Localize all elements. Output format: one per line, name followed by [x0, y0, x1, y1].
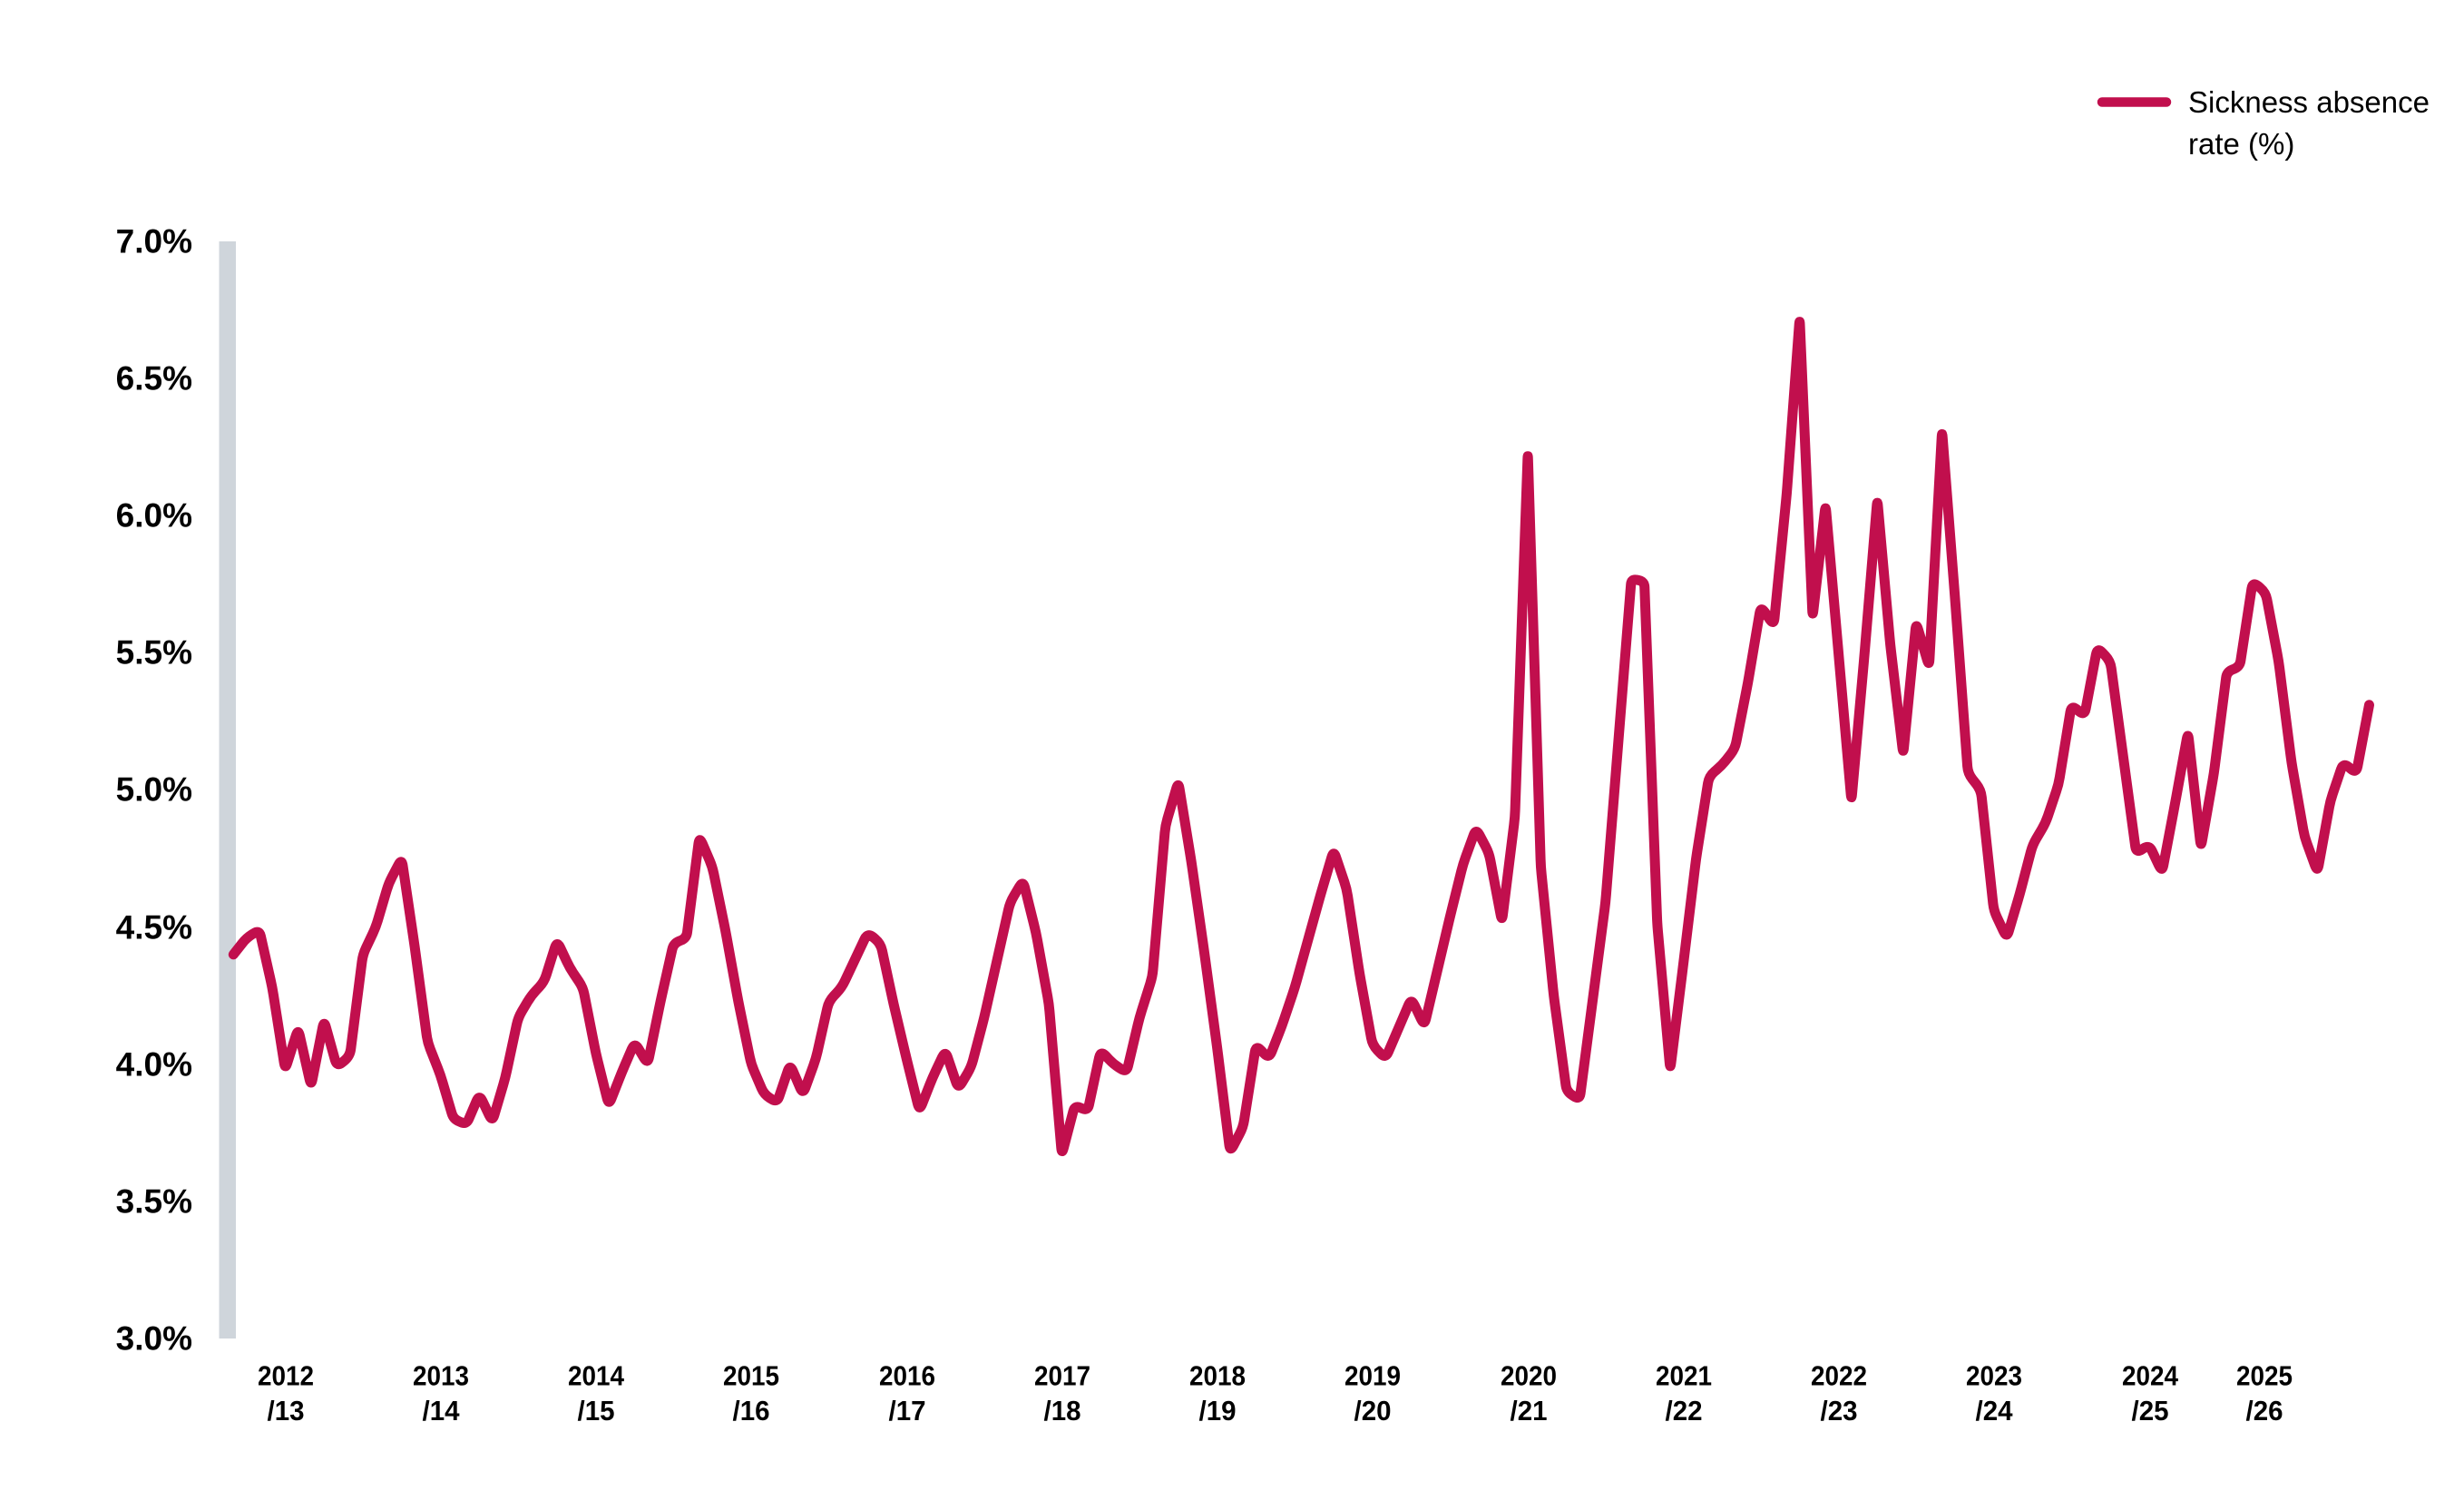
svg-text:/23: /23	[1821, 1395, 1858, 1427]
svg-text:Sickness absence: Sickness absence	[2188, 85, 2430, 119]
svg-text:2017: 2017	[1034, 1360, 1090, 1392]
svg-text:2014: 2014	[568, 1360, 625, 1392]
svg-text:2023: 2023	[1966, 1360, 2022, 1392]
svg-text:/21: /21	[1511, 1395, 1548, 1427]
svg-text:/26: /26	[2246, 1395, 2283, 1427]
svg-text:2024: 2024	[2122, 1360, 2179, 1392]
svg-text:6.5%: 6.5%	[116, 360, 192, 397]
svg-text:/20: /20	[1354, 1395, 1392, 1427]
svg-text:/13: /13	[268, 1395, 305, 1427]
svg-text:/14: /14	[423, 1395, 461, 1427]
svg-text:/19: /19	[1199, 1395, 1237, 1427]
svg-text:2013: 2013	[413, 1360, 469, 1392]
svg-text:2021: 2021	[1656, 1360, 1712, 1392]
svg-text:2022: 2022	[1811, 1360, 1867, 1392]
svg-text:2012: 2012	[258, 1360, 314, 1392]
svg-text:2018: 2018	[1189, 1360, 1246, 1392]
svg-text:/15: /15	[578, 1395, 615, 1427]
svg-text:2020: 2020	[1501, 1360, 1557, 1392]
svg-text:6.0%: 6.0%	[116, 497, 192, 534]
svg-text:/25: /25	[2132, 1395, 2169, 1427]
svg-text:2016: 2016	[879, 1360, 935, 1392]
svg-text:5.0%: 5.0%	[116, 771, 192, 809]
svg-text:2025: 2025	[2236, 1360, 2293, 1392]
svg-text:4.5%: 4.5%	[116, 909, 192, 946]
svg-text:5.5%: 5.5%	[116, 634, 192, 672]
svg-text:4.0%: 4.0%	[116, 1046, 192, 1083]
svg-text:/18: /18	[1044, 1395, 1081, 1427]
svg-text:2019: 2019	[1344, 1360, 1401, 1392]
svg-text:2015: 2015	[723, 1360, 779, 1392]
svg-text:3.5%: 3.5%	[116, 1183, 192, 1221]
svg-text:rate (%): rate (%)	[2188, 127, 2294, 161]
svg-text:/17: /17	[889, 1395, 926, 1427]
svg-text:/16: /16	[733, 1395, 770, 1427]
svg-text:/24: /24	[1976, 1395, 2014, 1427]
svg-text:3.0%: 3.0%	[116, 1320, 192, 1358]
svg-text:/22: /22	[1666, 1395, 1703, 1427]
svg-text:7.0%: 7.0%	[116, 223, 192, 260]
